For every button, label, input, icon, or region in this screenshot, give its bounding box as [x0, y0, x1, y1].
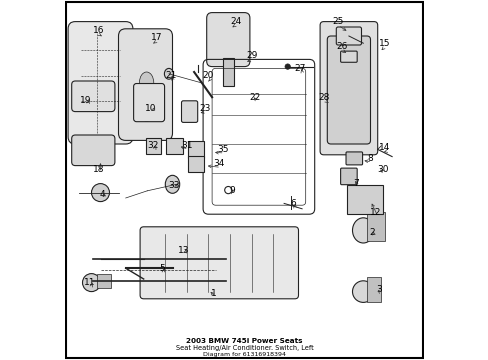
Text: 35: 35	[217, 145, 228, 154]
FancyBboxPatch shape	[72, 135, 115, 166]
FancyBboxPatch shape	[340, 168, 356, 185]
Text: 17: 17	[150, 33, 162, 42]
Text: 14: 14	[378, 143, 390, 152]
FancyBboxPatch shape	[206, 13, 249, 67]
Text: 21: 21	[164, 71, 176, 80]
Ellipse shape	[164, 68, 173, 79]
Text: 4: 4	[99, 190, 105, 199]
Text: 33: 33	[168, 181, 180, 190]
Text: 12: 12	[369, 208, 381, 217]
FancyBboxPatch shape	[146, 138, 161, 154]
Text: 2: 2	[369, 228, 374, 237]
Ellipse shape	[82, 274, 101, 292]
Text: 8: 8	[367, 154, 373, 163]
FancyBboxPatch shape	[336, 27, 361, 45]
Bar	[366, 212, 384, 241]
Ellipse shape	[142, 109, 151, 122]
Ellipse shape	[165, 175, 179, 193]
Bar	[366, 277, 381, 302]
Text: 3: 3	[376, 285, 382, 294]
Text: 11: 11	[84, 278, 95, 287]
Text: 27: 27	[294, 64, 305, 73]
Ellipse shape	[139, 72, 153, 94]
Text: 34: 34	[213, 159, 224, 168]
Text: 16: 16	[93, 26, 104, 35]
Text: 29: 29	[245, 51, 257, 60]
Text: 1: 1	[211, 289, 216, 298]
FancyBboxPatch shape	[346, 152, 362, 165]
Text: 22: 22	[249, 93, 261, 102]
FancyBboxPatch shape	[68, 22, 133, 144]
Bar	[97, 274, 111, 288]
FancyBboxPatch shape	[320, 22, 377, 155]
Ellipse shape	[352, 281, 373, 302]
FancyBboxPatch shape	[166, 138, 182, 154]
Ellipse shape	[352, 218, 373, 243]
FancyBboxPatch shape	[187, 156, 204, 172]
Text: 13: 13	[177, 246, 189, 255]
Text: 5: 5	[159, 264, 164, 273]
Ellipse shape	[91, 184, 109, 202]
FancyBboxPatch shape	[181, 101, 197, 122]
Text: 7: 7	[352, 179, 358, 188]
Ellipse shape	[285, 64, 290, 69]
FancyBboxPatch shape	[223, 58, 233, 86]
FancyBboxPatch shape	[340, 51, 356, 62]
FancyBboxPatch shape	[346, 185, 382, 214]
Text: Diagram for 61316918394: Diagram for 61316918394	[203, 352, 285, 357]
Text: 10: 10	[145, 104, 156, 113]
FancyBboxPatch shape	[72, 81, 115, 112]
FancyBboxPatch shape	[133, 84, 164, 122]
Text: 19: 19	[80, 96, 91, 105]
Text: 28: 28	[317, 93, 329, 102]
FancyBboxPatch shape	[140, 227, 298, 299]
Text: 25: 25	[332, 17, 343, 26]
Text: 24: 24	[229, 17, 241, 26]
Text: 18: 18	[93, 165, 104, 174]
Text: Seat Heating/Air Conditioner. Switch, Left: Seat Heating/Air Conditioner. Switch, Le…	[175, 345, 313, 351]
Text: 31: 31	[181, 141, 192, 150]
Text: 20: 20	[203, 71, 214, 80]
Text: 26: 26	[335, 42, 346, 51]
FancyBboxPatch shape	[118, 29, 172, 140]
Text: 30: 30	[377, 165, 388, 174]
Text: 15: 15	[378, 39, 390, 48]
FancyBboxPatch shape	[187, 141, 204, 158]
Text: 32: 32	[147, 141, 158, 150]
Text: 9: 9	[228, 186, 234, 195]
Text: 2003 BMW 745i Power Seats: 2003 BMW 745i Power Seats	[186, 338, 302, 344]
Text: 6: 6	[290, 199, 295, 208]
FancyBboxPatch shape	[326, 36, 370, 144]
Text: 23: 23	[199, 104, 210, 113]
